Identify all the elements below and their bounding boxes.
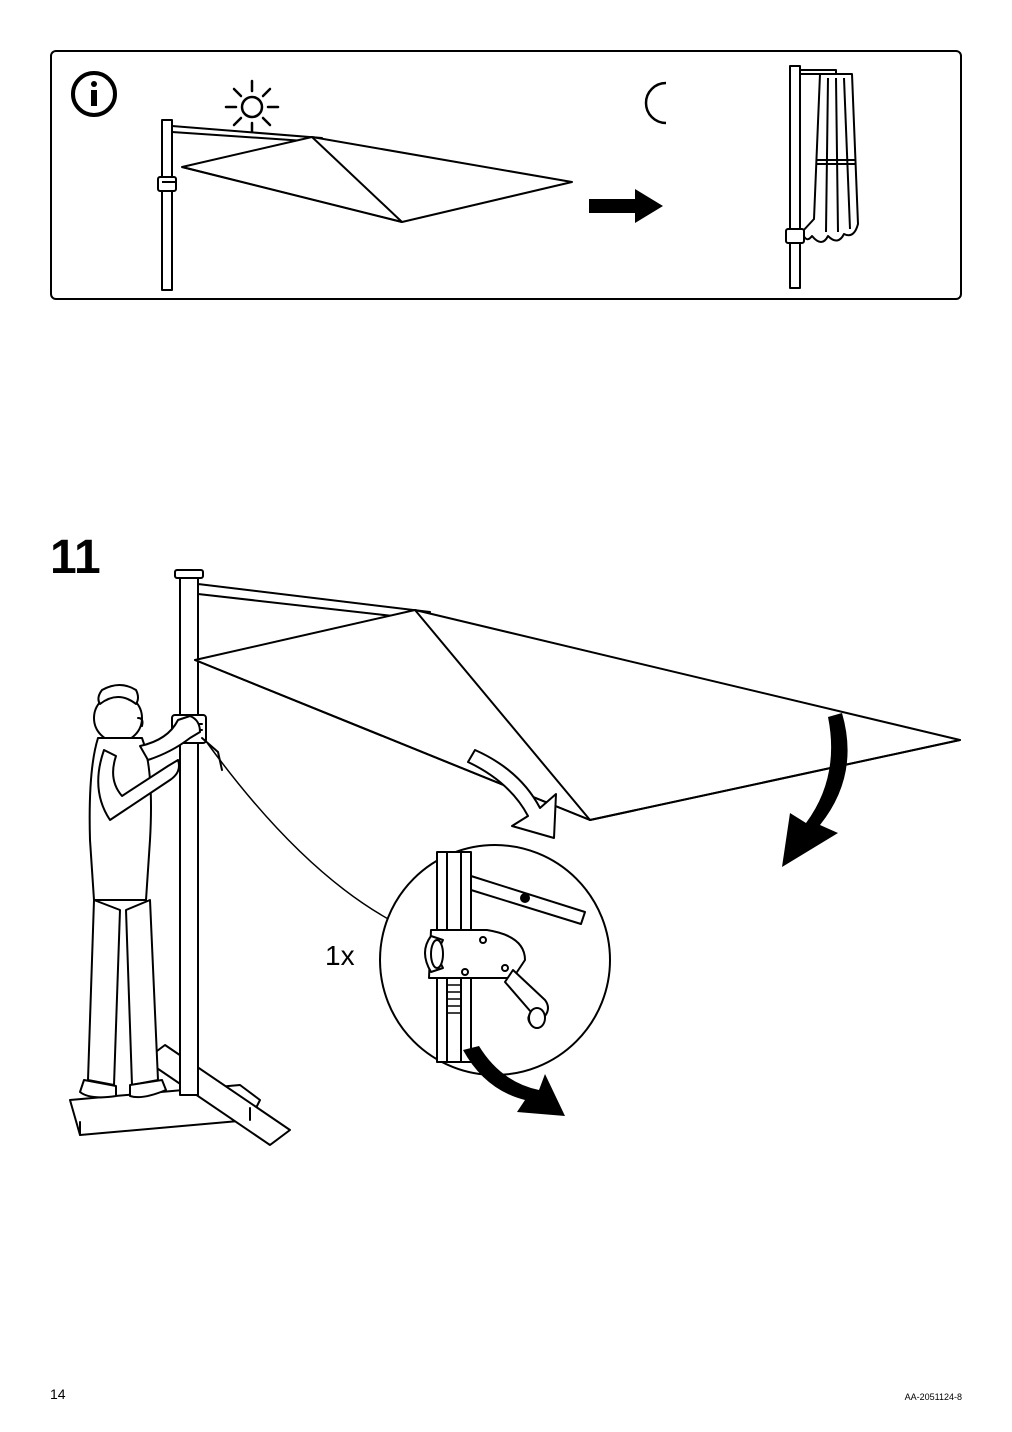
umbrella-closed-night <box>772 64 892 294</box>
moon-icon <box>632 77 684 134</box>
info-icon <box>70 70 118 123</box>
page-number: 14 <box>50 1386 66 1402</box>
arrow-right-icon <box>587 187 665 230</box>
info-panel <box>50 50 962 300</box>
curved-arrow-outline <box>460 740 590 855</box>
detail-callout-crank <box>375 840 635 1135</box>
document-code: AA-2051124-8 <box>905 1392 962 1402</box>
umbrella-open-day <box>152 112 582 297</box>
callout-count-label: 1x <box>325 940 355 972</box>
curved-arrow-solid <box>680 705 880 880</box>
